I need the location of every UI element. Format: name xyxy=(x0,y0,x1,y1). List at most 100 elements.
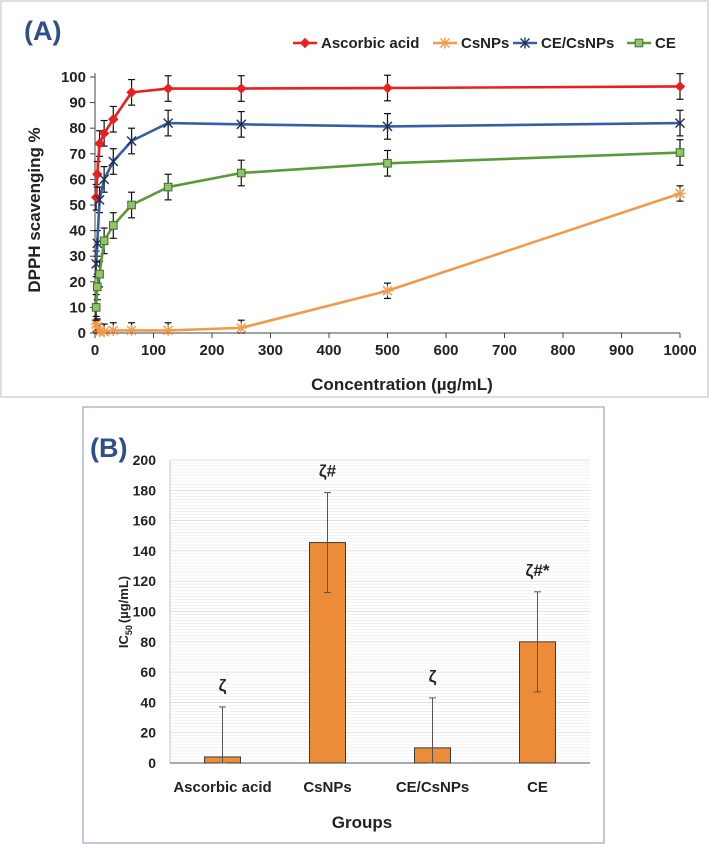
series-line xyxy=(94,121,681,264)
legend-label: CE xyxy=(655,35,676,52)
y-axis-label: IC50 (µg/mL) xyxy=(116,576,134,648)
panel-b-label: (B) xyxy=(90,433,127,463)
bar-chart-svg: (B) 0 20 40 60 80 100 120 140 160 180 200 ζ Ascorbi… xyxy=(82,406,605,844)
data-point xyxy=(99,173,110,185)
y-tick-label: 200 xyxy=(133,452,157,468)
error-bar xyxy=(534,591,541,693)
category-label: CE xyxy=(527,779,548,796)
axes: 0 20 40 60 80 100 120 140 160 180 200 xyxy=(133,452,590,771)
legend-item: CsNPs xyxy=(433,35,509,52)
legend-item: Ascorbic acid xyxy=(293,35,419,52)
data-point xyxy=(439,37,451,49)
legend-item: CE xyxy=(627,35,676,52)
y-tick-label: 50 xyxy=(69,197,86,214)
data-point xyxy=(94,194,105,206)
significance-label: ζ# xyxy=(319,462,337,481)
bar-group: ζ Ascorbic acid xyxy=(173,676,271,796)
panel-b-bar-chart: (B) 0 20 40 60 80 100 120 140 160 180 200 ζ Ascorbi… xyxy=(0,398,709,844)
data-point xyxy=(675,117,685,129)
y-tick-label: 80 xyxy=(140,634,156,650)
significance-label: ζ xyxy=(429,667,437,686)
x-tick-label: 900 xyxy=(609,342,634,359)
series-group xyxy=(90,73,686,338)
x-tick-label: 300 xyxy=(258,342,283,359)
y-tick-label: 10 xyxy=(69,299,86,316)
y-tick-label: 180 xyxy=(133,482,157,498)
series-ce xyxy=(91,139,685,321)
legend: Ascorbic acid CsNPs CE/CsNPs CE xyxy=(293,35,676,52)
x-axis-label: Groups xyxy=(332,813,392,832)
data-point xyxy=(108,221,118,230)
series-line xyxy=(94,192,681,334)
line-chart-svg: (A) Ascorbic acid CsNPs CE/CsNPs CE 0 10 20 30… xyxy=(0,0,709,398)
x-tick-label: 700 xyxy=(492,342,517,359)
data-point xyxy=(126,324,138,336)
legend-label: CE/CsNPs xyxy=(541,35,614,52)
x-tick-label: 100 xyxy=(141,342,166,359)
y-tick-label: 100 xyxy=(61,69,86,86)
data-point xyxy=(108,155,119,167)
bar-group: ζ# CsNPs xyxy=(303,462,351,796)
data-point xyxy=(520,37,530,49)
x-tick-label: 200 xyxy=(199,342,224,359)
data-point xyxy=(95,269,104,279)
y-tick-label: 80 xyxy=(69,120,86,137)
panel-a-line-chart: (A) Ascorbic acid CsNPs CE/CsNPs CE 0 10 20 30… xyxy=(0,0,709,398)
data-point xyxy=(163,117,174,129)
y-tick-label: 60 xyxy=(140,664,156,680)
x-tick-label: 0 xyxy=(91,342,99,359)
data-point xyxy=(674,187,686,199)
y-tick-label: 0 xyxy=(78,325,86,342)
data-point xyxy=(236,118,247,130)
y-tick-label: 0 xyxy=(148,755,156,771)
error-bar xyxy=(429,697,436,764)
x-tick-label: 400 xyxy=(316,342,341,359)
data-point xyxy=(126,87,137,98)
bar-group: ζ#* CE xyxy=(519,561,556,796)
category-label: CsNPs xyxy=(303,779,351,796)
data-point xyxy=(99,236,109,246)
data-point xyxy=(162,83,174,94)
data-point xyxy=(92,282,102,292)
data-point xyxy=(126,135,137,147)
data-point xyxy=(163,182,173,192)
panel-a-label: (A) xyxy=(24,16,61,46)
y-tick-label: 40 xyxy=(140,694,156,710)
category-label: Ascorbic acid xyxy=(173,779,271,796)
data-point xyxy=(236,83,247,94)
data-point xyxy=(675,148,685,157)
x-tick-label: 500 xyxy=(375,342,400,359)
y-axis-label-unit: (µg/mL) xyxy=(116,576,131,623)
data-point xyxy=(674,81,686,92)
x-tick-label: 800 xyxy=(550,342,575,359)
y-tick-label: 20 xyxy=(140,725,156,741)
data-point xyxy=(162,324,174,336)
data-point xyxy=(382,285,393,297)
data-point xyxy=(382,120,393,132)
data-point xyxy=(98,128,110,139)
x-tick-label: 600 xyxy=(433,342,458,359)
y-axis-label-sub: 50 xyxy=(124,625,134,635)
error-bar xyxy=(324,492,331,594)
series-csnps xyxy=(90,185,686,338)
panel-a-frame xyxy=(0,0,709,398)
bars-group: ζ Ascorbic acid ζ# CsNPs ζ CE/CsNPs ζ#* CE xyxy=(173,462,556,796)
data-point xyxy=(383,158,392,168)
y-tick-label: 60 xyxy=(69,171,86,188)
series-ce-csnps xyxy=(91,109,685,278)
series-ascorbic-acid xyxy=(90,73,686,211)
y-tick-label: 70 xyxy=(69,146,86,163)
y-axis-label: DPPH scavenging % xyxy=(25,127,44,292)
x-tick-label: 1000 xyxy=(663,342,696,359)
data-point xyxy=(127,200,136,210)
data-point xyxy=(634,38,644,48)
y-tick-label: 90 xyxy=(69,95,86,112)
legend-label: Ascorbic acid xyxy=(321,35,419,52)
data-point xyxy=(299,37,311,49)
bar-group: ζ CE/CsNPs xyxy=(396,667,469,796)
y-tick-label: 160 xyxy=(133,513,157,529)
legend-item: CE/CsNPs xyxy=(513,35,614,52)
significance-label: ζ xyxy=(219,676,227,695)
error-bar xyxy=(219,706,226,764)
